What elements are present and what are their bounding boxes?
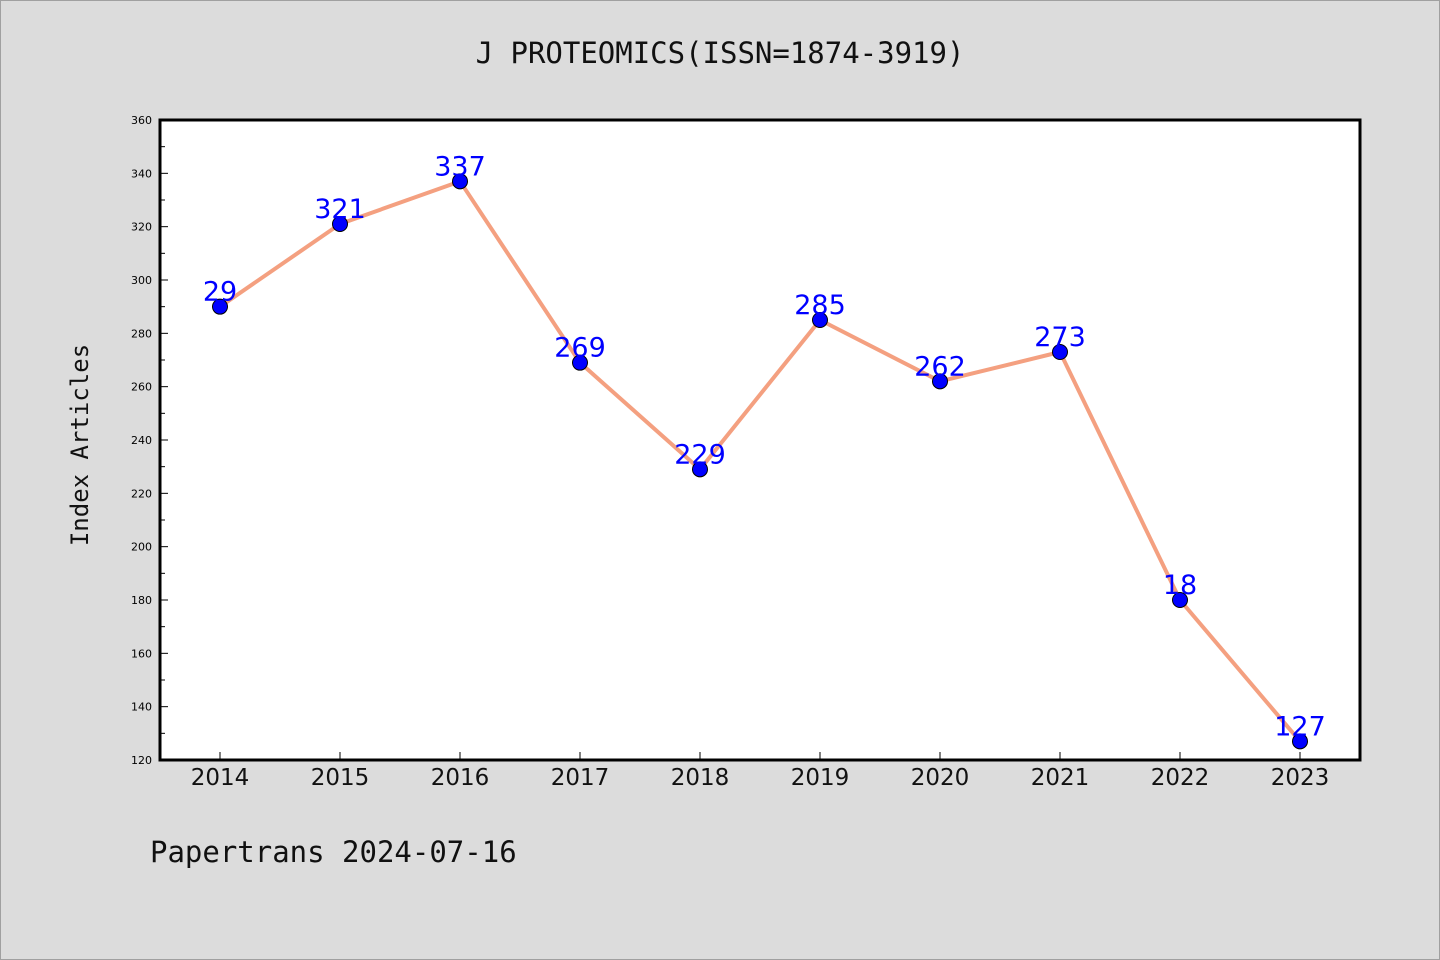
x-tick-label: 2015 (311, 765, 370, 791)
y-tick-label: 340 (131, 167, 152, 180)
footer-credit: Papertrans 2024-07-16 (150, 835, 517, 869)
y-tick-label: 240 (131, 434, 152, 447)
y-tick-label: 180 (131, 594, 152, 607)
data-point (1052, 344, 1068, 360)
y-tick-label: 160 (131, 647, 152, 660)
x-axis: 2014 2015 2016 2017 2018 2019 2020 2021 2022 2023 (191, 752, 1330, 791)
data-label: 18 (1163, 570, 1197, 601)
data-label: 229 (674, 439, 726, 470)
data-label: 269 (554, 333, 606, 364)
data-point (932, 373, 948, 390)
y-tick-label: 140 (131, 701, 152, 714)
data-point (572, 354, 588, 371)
y-tick-label: 260 (131, 381, 152, 394)
y-tick-label: 320 (131, 221, 152, 234)
data-label: 337 (434, 151, 486, 182)
data-label: 29 (203, 277, 237, 308)
plot-area (158, 118, 1362, 762)
data-point (1292, 733, 1308, 750)
y-tick-label: 280 (131, 327, 152, 340)
y-axis: 120 140 160 180 200 220 240 260 280 300 320 340 360 (131, 114, 168, 767)
x-tick-label: 2020 (911, 765, 970, 791)
data-label: 262 (914, 351, 966, 382)
x-tick-label: 2018 (671, 765, 730, 791)
data-point (692, 461, 708, 478)
data-label: 273 (1034, 322, 1086, 353)
x-tick-label: 2021 (1031, 765, 1090, 791)
data-point (812, 312, 828, 328)
data-label-layer: 29 321 337 269 229 285 262 273 18 127 (203, 151, 1326, 742)
x-tick-label: 2014 (191, 765, 250, 791)
data-point (332, 216, 348, 232)
y-tick-label: 200 (131, 541, 152, 554)
x-tick-label: 2017 (551, 765, 610, 791)
series-line (218, 179, 1302, 743)
x-tick-label: 2016 (431, 765, 490, 791)
data-label: 321 (314, 194, 366, 225)
y-tick-label: 360 (131, 114, 152, 127)
data-point (452, 173, 468, 190)
chart-title: J PROTEOMICS(ISSN=1874-3919) (475, 36, 965, 70)
y-tick-label: 120 (131, 754, 152, 767)
x-tick-label: 2019 (791, 765, 850, 791)
x-tick-label: 2023 (1271, 765, 1330, 791)
y-tick-label: 300 (131, 274, 152, 287)
x-tick-label: 2022 (1151, 765, 1210, 791)
series-layer (212, 173, 1308, 750)
data-point (212, 298, 228, 315)
data-label: 127 (1274, 711, 1326, 742)
y-tick-label: 220 (131, 487, 152, 500)
data-point (1172, 592, 1188, 608)
data-label: 285 (794, 290, 846, 321)
